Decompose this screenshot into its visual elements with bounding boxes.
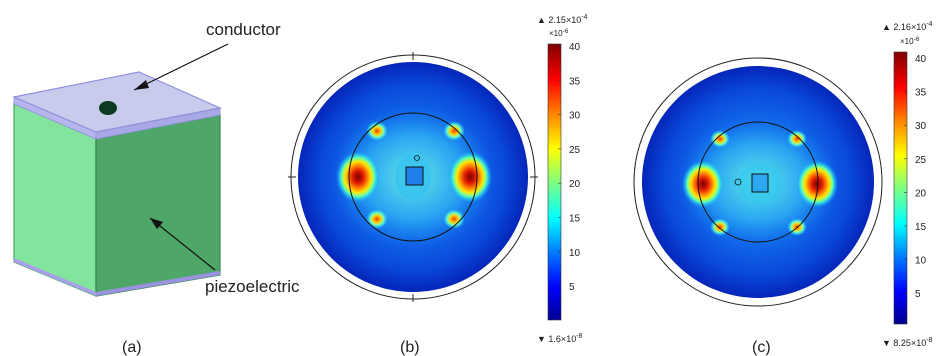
colorbar-max-c: ▲ 2.16×10-4: [882, 21, 933, 32]
field-plot-b: [288, 52, 538, 302]
panel-b-label: (b): [400, 339, 420, 356]
colorbar-tick-label: 15: [915, 222, 927, 233]
inner-boundary-c: [697, 121, 819, 243]
colorbar-tick-label: 5: [915, 289, 921, 300]
colorbar-tick-label: 20: [915, 188, 927, 199]
colorbar-tick-label: 25: [915, 155, 927, 166]
colorbar-max-b: ▲ 2.15×10-4: [537, 14, 588, 25]
piezo-label: piezoelectric: [205, 277, 300, 296]
piezo-arrow: [149, 217, 216, 271]
cube-top-face: [11, 71, 222, 133]
panel-c-label: (c): [752, 339, 771, 356]
colorbar-scale-c: ×10-6: [900, 36, 920, 46]
electrode-hole-c: [734, 178, 742, 186]
conductor-arrow: [133, 43, 229, 91]
inner-boundary-b: [348, 112, 478, 242]
colorbar-b: [547, 43, 562, 321]
colorbar-tick-label: 35: [915, 88, 927, 99]
colorbar-tick-label: 10: [915, 256, 927, 267]
bottom-conductor-front: [14, 258, 96, 296]
colorbar-tick-label: 20: [569, 179, 581, 190]
hotspot-c: [787, 130, 807, 148]
conductor-label: conductor: [206, 20, 281, 39]
colorbar-c: [893, 51, 908, 325]
colorbar-tick-label: 10: [569, 248, 581, 259]
colorbar-gradient-b: [547, 43, 562, 321]
hotspot-c: [710, 130, 730, 148]
colorbar-scale-b: ×10-6: [549, 28, 569, 38]
colorbar-tick-label: 15: [569, 214, 581, 225]
hotspot-b: [366, 209, 388, 229]
hotspot-right-b: [448, 151, 492, 203]
colorbar-tick-label: 40: [569, 42, 581, 53]
conductor-hole: [99, 101, 117, 115]
colorbar-tick-label: 25: [569, 145, 581, 156]
colorbar-tick-label: 35: [569, 76, 581, 87]
hotspot-b: [443, 209, 465, 229]
cube-diagram: [11, 71, 222, 297]
colorbar-tick-label: 40: [915, 54, 927, 65]
colorbar-tick-label: 30: [569, 111, 581, 122]
bottom-conductor-side: [96, 271, 220, 296]
hotspot-c: [710, 218, 730, 236]
colorbar-tick-label: 30: [915, 121, 927, 132]
colorbar-min-c: ▼ 8.25×10-8: [882, 337, 933, 348]
conductor-arrowhead: [134, 80, 149, 90]
electrode-square-c: [751, 173, 769, 193]
piezo-arrowhead: [150, 218, 163, 229]
colorbar-min-b: ▼ 1.6×10-8: [537, 333, 583, 344]
colorbar-gradient-c: [893, 51, 908, 325]
electrode-hole-b: [414, 155, 420, 161]
hotspot-b: [443, 121, 465, 141]
hotspot-b: [366, 121, 388, 141]
hotspot-left-c: [682, 160, 724, 208]
panel-a-label: (a): [122, 339, 142, 356]
hotspot-right-c: [796, 160, 838, 208]
cube-side-face: [95, 113, 221, 297]
field-plot-c: [633, 57, 883, 307]
hotspot-left-b: [336, 151, 380, 203]
electrode-square-b: [405, 166, 424, 186]
colorbar-tick-label: 5: [569, 282, 575, 293]
